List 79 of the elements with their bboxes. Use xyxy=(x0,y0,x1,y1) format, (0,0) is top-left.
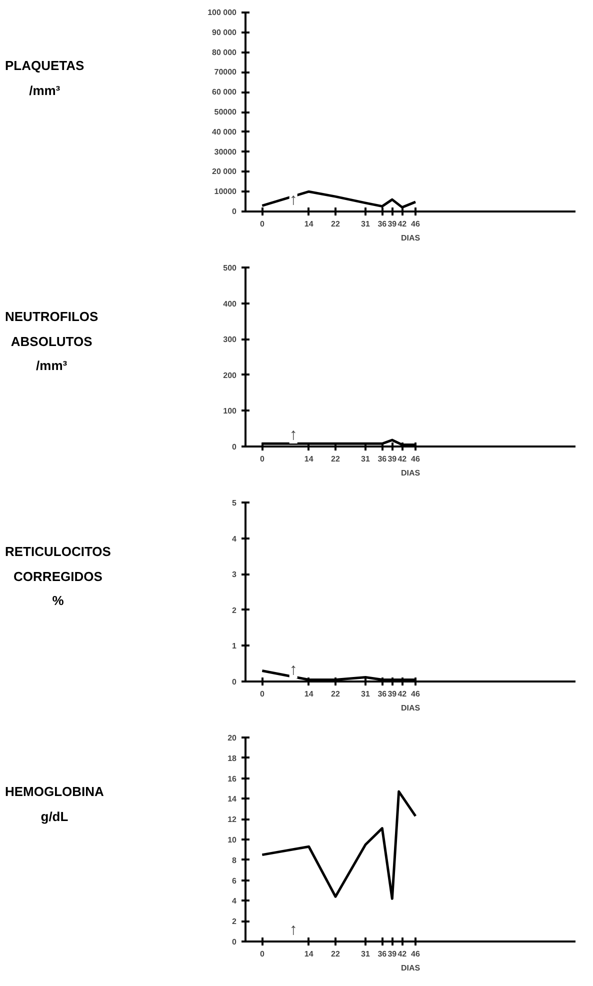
x-axis-title: DIAS xyxy=(400,964,421,972)
annotation: ↑ xyxy=(289,426,298,444)
y-tick-label: 60 000 xyxy=(212,88,238,97)
y-tick-label: 5 xyxy=(232,498,238,508)
annotation: ↑ xyxy=(289,662,298,678)
x-tick-label: 31 xyxy=(361,454,370,464)
annotation: ↑ xyxy=(289,922,298,938)
x-tick-label: 22 xyxy=(331,690,340,698)
x-tick-label: 31 xyxy=(361,690,370,698)
annotation: ↑ xyxy=(289,192,298,208)
x-tick-label: 0 xyxy=(260,950,265,958)
x-tick-label: 0 xyxy=(260,690,265,698)
y-tick-label: 100 xyxy=(223,406,238,416)
y-tick-label: 8 xyxy=(232,856,238,865)
x-tick-label: 39 xyxy=(388,950,398,958)
y-tick-label: 90 000 xyxy=(212,28,238,37)
y-tick-label: 3 xyxy=(232,570,238,580)
y-tick-label: 400 xyxy=(223,299,238,308)
x-axis-title: DIAS xyxy=(400,234,421,242)
x-tick-label: 46 xyxy=(411,454,420,464)
x-tick-label: 42 xyxy=(398,690,408,698)
x-tick-label: 46 xyxy=(411,690,420,698)
y-axis-title: HEMOGLOBINA g/dL xyxy=(5,783,104,826)
x-tick-label: 14 xyxy=(304,690,314,698)
y-tick-label: 4 xyxy=(232,534,238,544)
x-tick-label: 39 xyxy=(388,690,398,698)
x-tick-label: 0 xyxy=(260,220,265,228)
y-tick-label: 14 xyxy=(228,794,238,804)
y-tick-label: 0 xyxy=(232,207,238,216)
x-tick-label: 31 xyxy=(361,220,370,228)
y-tick-label: 10000 xyxy=(214,187,238,196)
y-tick-label: 40 000 xyxy=(212,127,238,136)
y-axis-title: RETICULOCITOS CORREGIDOS % xyxy=(5,543,111,610)
y-tick-label: 100 000 xyxy=(208,8,238,17)
x-tick-label: 39 xyxy=(388,454,398,464)
x-axis-title: DIAS xyxy=(400,468,421,478)
y-tick-label: 50000 xyxy=(214,108,238,116)
x-tick-label: 14 xyxy=(304,220,314,228)
y-tick-label: 18 xyxy=(228,754,238,763)
x-tick-label: 36 xyxy=(378,690,388,698)
y-tick-label: 500 xyxy=(223,264,238,272)
x-axis-title: DIAS xyxy=(400,704,421,712)
y-tick-label: 16 xyxy=(228,774,238,784)
y-tick-label: 20 000 xyxy=(212,167,238,176)
y-tick-label: 2 xyxy=(232,917,238,926)
x-tick-label: 22 xyxy=(331,950,340,958)
y-tick-label: 20 xyxy=(228,734,238,742)
y-axis-title: PLAQUETAS /mm³ xyxy=(5,57,84,100)
x-tick-label: 46 xyxy=(411,220,420,228)
x-tick-label: 22 xyxy=(331,454,340,464)
x-tick-label: 42 xyxy=(398,220,408,228)
y-tick-label: 0 xyxy=(232,678,238,686)
y-tick-label: 12 xyxy=(228,815,238,824)
y-tick-label: 1 xyxy=(232,642,238,651)
y-tick-label: 300 xyxy=(223,335,238,344)
y-tick-label: 10 xyxy=(228,836,238,844)
x-tick-label: 46 xyxy=(411,950,420,958)
x-tick-label: 31 xyxy=(361,950,370,958)
x-tick-label: 14 xyxy=(304,950,314,958)
x-tick-label: 39 xyxy=(388,220,398,228)
line-series xyxy=(260,790,417,900)
x-tick-label: 0 xyxy=(260,454,265,464)
y-tick-label: 200 xyxy=(223,370,238,380)
y-tick-label: 2 xyxy=(232,606,238,615)
x-tick-label: 14 xyxy=(304,454,314,464)
y-tick-label: 80 000 xyxy=(212,48,238,57)
y-tick-label: 6 xyxy=(232,876,238,886)
x-tick-label: 36 xyxy=(378,454,388,464)
x-tick-label: 36 xyxy=(378,950,388,958)
x-tick-label: 42 xyxy=(398,454,408,464)
y-tick-label: 30000 xyxy=(214,147,238,156)
x-tick-label: 36 xyxy=(378,220,388,228)
x-tick-label: 22 xyxy=(331,220,340,228)
y-tick-label: 4 xyxy=(232,896,238,906)
y-axis-title: NEUTROFILOS ABSOLUTOS /mm³ xyxy=(5,308,98,376)
y-tick-label: 0 xyxy=(232,442,238,452)
x-tick-label: 42 xyxy=(398,950,408,958)
y-tick-label: 70000 xyxy=(214,68,238,77)
y-tick-label: 0 xyxy=(232,938,238,946)
